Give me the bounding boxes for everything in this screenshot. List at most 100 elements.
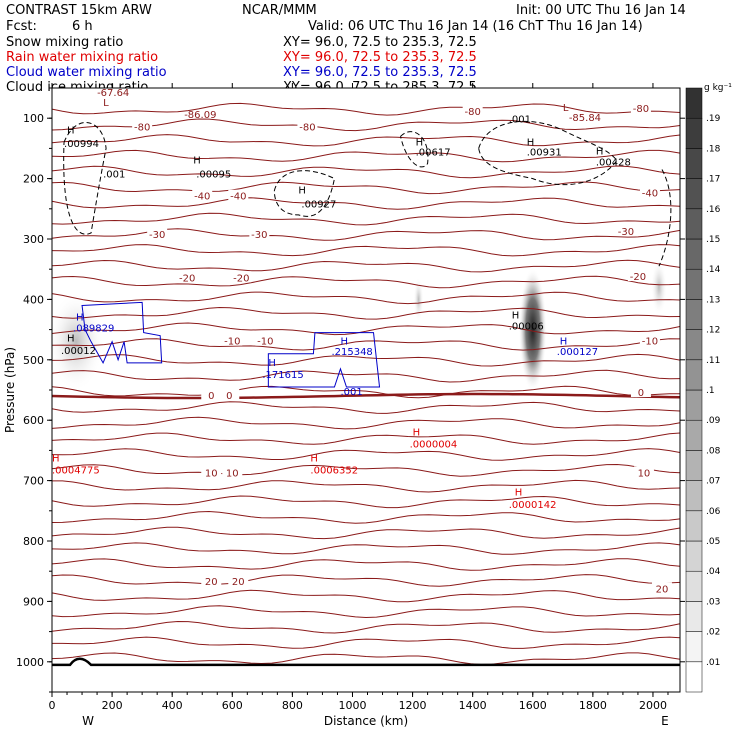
y-tick-label: 500 — [23, 354, 44, 367]
colorbar-segment — [685, 389, 703, 421]
extremum-label: .00617 — [416, 148, 451, 159]
isotherm-label: -20 — [630, 272, 646, 283]
colorbar-segment — [685, 178, 703, 210]
colorbar-segment — [685, 419, 703, 451]
extremum-label: H — [527, 137, 535, 148]
x-tick-label: 1800 — [579, 699, 607, 712]
isotherm-line — [51, 495, 681, 509]
colorbar-label: .06 — [706, 507, 721, 517]
extremum-label: .00428 — [596, 157, 631, 168]
extremum-label: .00927 — [301, 200, 336, 211]
extremum-label: .000127 — [557, 347, 598, 358]
isotherm-line — [52, 479, 681, 493]
extremum-label: L — [103, 98, 109, 109]
isotherm-line — [51, 197, 681, 210]
isotherm-line — [51, 620, 681, 634]
colorbar-label: .17 — [706, 175, 720, 185]
isotherm-label: -40 — [642, 189, 658, 200]
extremum-label: .089829 — [73, 323, 114, 334]
snow-maximum-1 — [48, 291, 105, 392]
isotherm-line — [51, 526, 681, 540]
isotherm-line — [51, 416, 681, 430]
cloud-water-outline — [81, 301, 163, 364]
field-xy: XY= 96.0, 72.5 to 235.3, 72.5 — [283, 50, 477, 65]
isotherm-line — [51, 118, 681, 132]
isotherm-line — [51, 338, 681, 351]
colorbar-label: .03 — [706, 597, 720, 607]
isotherm-line — [51, 149, 681, 163]
isotherm-line — [51, 589, 681, 603]
isotherm-label: -80 — [464, 107, 480, 118]
colorbar-segment — [685, 208, 703, 240]
extremum-label: -86.09 — [184, 110, 216, 121]
colorbar-segment — [685, 480, 703, 512]
extremum-label: H — [413, 427, 421, 438]
zero-isotherm — [51, 392, 681, 400]
colorbar-label: .02 — [706, 628, 720, 638]
cloud-ice-outline — [478, 120, 618, 186]
extremum-label: .00006 — [509, 322, 544, 333]
isotherm-line — [51, 322, 681, 336]
colorbar-label: .08 — [706, 446, 721, 456]
isotherm-label: -10 — [224, 337, 240, 348]
colorbar-segment — [685, 601, 703, 632]
isotherm-label: 20 — [232, 577, 245, 588]
field-xy: XY= 96.0, 72.5 to 235.3, 72.5 — [283, 35, 477, 50]
colorbar-label: .14 — [706, 265, 721, 275]
snow-faint — [413, 277, 424, 322]
extremum-label: H — [52, 453, 60, 464]
extremum-label: H — [298, 186, 306, 197]
isotherm-label: -30 — [251, 230, 267, 241]
colorbar-label: .13 — [706, 295, 720, 305]
isotherm-line — [51, 306, 681, 320]
isotherm-label: 10 — [205, 468, 218, 479]
colorbar-label: .09 — [706, 416, 721, 426]
org-label: NCAR/MMM — [242, 3, 317, 18]
extremum-label: H — [268, 358, 276, 369]
isotherm-line — [51, 510, 681, 524]
x-tick-label: 600 — [222, 699, 243, 712]
cloud-ice-outline — [400, 131, 429, 168]
isotherm-line — [51, 558, 681, 571]
isotherm-line — [51, 652, 681, 666]
colorbar-label: .05 — [706, 537, 720, 547]
colorbar-segment — [685, 117, 703, 149]
colorbar-label: .18 — [706, 144, 721, 154]
extremum-label: H — [515, 488, 523, 499]
extremum-label: H — [560, 337, 568, 348]
y-axis-label: Pressure (hPa) — [3, 347, 17, 433]
isotherm-label: -40 — [194, 192, 210, 203]
y-tick-label: 1000 — [16, 656, 44, 669]
cloud-ice-outline — [63, 122, 107, 235]
colorbar-label: .15 — [706, 235, 720, 245]
isotherm-line — [51, 385, 680, 399]
isotherm-line — [51, 432, 681, 445]
extremum-label: .171615 — [262, 370, 303, 381]
extremum-label: H — [193, 156, 201, 167]
isotherm-line — [51, 244, 681, 257]
extremum-label: .215348 — [331, 347, 372, 358]
colorbar-segment — [685, 661, 703, 693]
x-axis-label: Distance (km) — [324, 714, 408, 728]
isotherm-line — [51, 259, 681, 273]
ground-surface — [52, 657, 680, 667]
east-label: E — [661, 714, 669, 728]
extremum-label: .0004775 — [52, 465, 100, 476]
colorbar-segment — [685, 87, 703, 119]
x-tick-label: 1200 — [399, 699, 427, 712]
colorbar-segment — [685, 540, 703, 572]
y-tick-label: 400 — [23, 293, 44, 306]
isotherm-label: 10 — [226, 468, 239, 479]
y-tick-label: 700 — [23, 475, 44, 488]
isotherm-line — [51, 542, 681, 555]
isotherms — [51, 102, 681, 666]
y-tick-label: 300 — [23, 233, 44, 246]
isotherm-label: 0 — [226, 391, 232, 402]
fcst-value: 6 h — [72, 19, 93, 34]
isotherm-label: -20 — [179, 273, 195, 284]
x-tick-label: 0 — [49, 699, 56, 712]
isotherm-line — [51, 212, 681, 226]
y-tick-label: 200 — [23, 173, 44, 186]
isotherm-line — [51, 369, 681, 383]
